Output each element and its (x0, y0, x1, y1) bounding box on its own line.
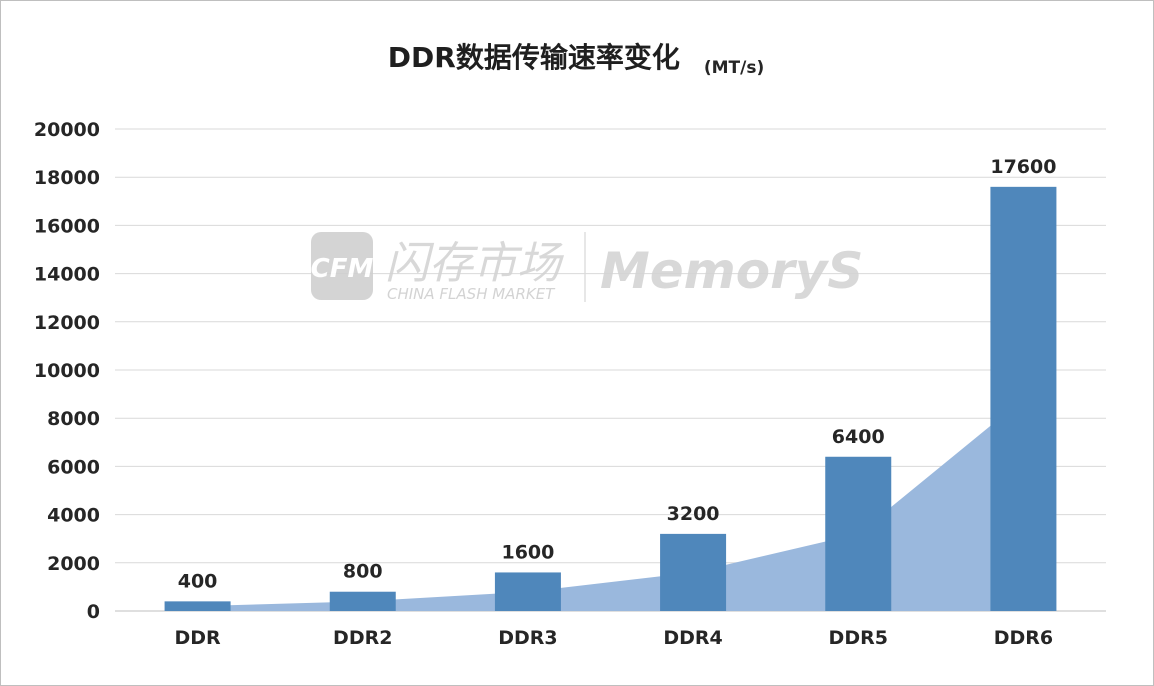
y-tick-label: 8000 (47, 408, 100, 430)
data-label: 400 (178, 570, 218, 592)
data-label: 3200 (667, 503, 720, 525)
bar-ddr4 (660, 533, 727, 611)
watermark: CFM 闪存市场 CHINA FLASH MARKET MemoryS (311, 232, 863, 303)
watermark-cn-name: 闪存市场 (385, 238, 565, 289)
y-tick-label: 2000 (47, 553, 100, 575)
bar-ddr2 (329, 591, 396, 611)
y-tick-label: 14000 (34, 264, 100, 286)
watermark-logo-text: CFM (311, 254, 374, 284)
y-axis: 0 2000 4000 6000 8000 10000 12000 14000 16000 180… (34, 119, 100, 623)
x-tick-label: DDR2 (333, 627, 392, 649)
x-tick-label: DDR6 (994, 627, 1053, 649)
y-tick-label: 6000 (47, 456, 100, 478)
value-labels: 400 800 1600 3200 6400 17600 (178, 156, 1057, 593)
y-tick-label: 10000 (34, 360, 100, 382)
bar-ddr3 (494, 572, 561, 611)
data-label: 1600 (501, 541, 554, 563)
x-tick-label: DDR (174, 627, 221, 649)
cfm-logo-icon (311, 232, 373, 300)
x-axis: DDR DDR2 DDR3 DDR4 DDR5 DDR6 (174, 627, 1053, 649)
y-tick-label: 12000 (34, 312, 100, 334)
data-label: 800 (343, 561, 383, 583)
bar-ddr6 (990, 186, 1057, 611)
bar-ddr5 (825, 456, 892, 611)
growth-area (197, 398, 1024, 611)
bars (164, 186, 1057, 611)
watermark-en-name: CHINA FLASH MARKET (387, 285, 556, 303)
bar-ddr (164, 601, 231, 611)
watermark-brand: MemoryS (600, 242, 863, 300)
y-tick-label: 16000 (34, 215, 100, 237)
y-tick-label: 4000 (47, 505, 100, 527)
data-label: 17600 (990, 156, 1056, 178)
y-tick-label: 18000 (34, 167, 100, 189)
x-tick-label: DDR5 (829, 627, 888, 649)
y-tick-label: 20000 (34, 119, 100, 141)
x-tick-label: DDR3 (498, 627, 557, 649)
data-label: 6400 (832, 426, 885, 448)
y-tick-label: 0 (87, 601, 100, 623)
grid-lines (115, 128, 1106, 612)
x-tick-label: DDR4 (663, 627, 722, 649)
